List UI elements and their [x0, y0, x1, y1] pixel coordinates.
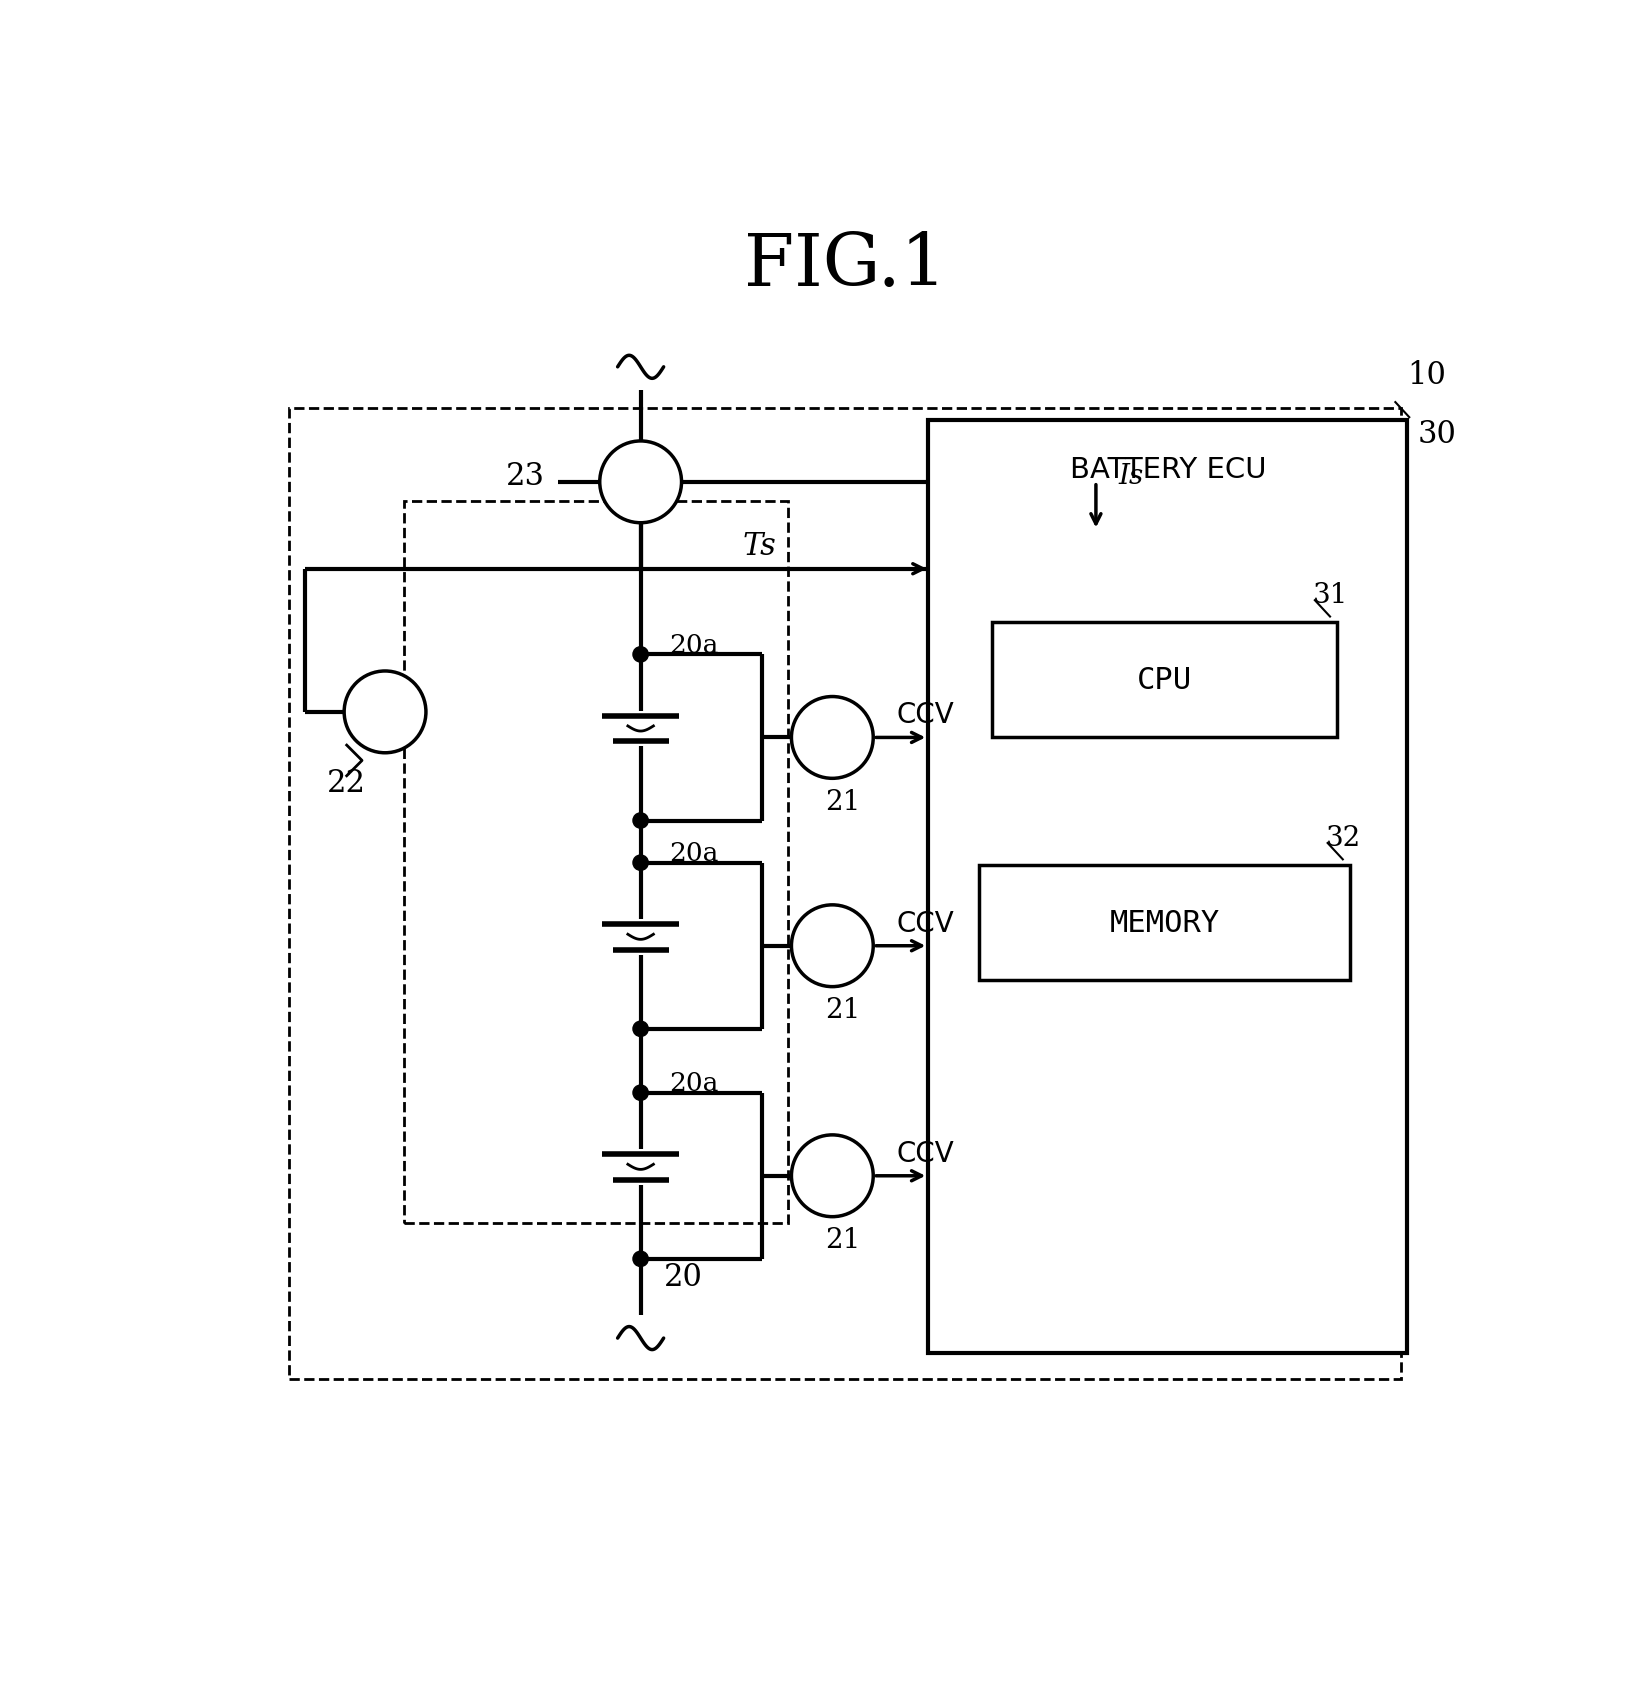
Text: 32: 32 [1325, 824, 1360, 851]
Bar [979, 866, 1350, 981]
Circle shape [791, 698, 873, 779]
Text: 21: 21 [824, 997, 860, 1024]
Text: 23: 23 [506, 461, 544, 491]
Circle shape [791, 905, 873, 986]
Circle shape [600, 443, 681, 524]
Text: V: V [822, 725, 842, 752]
Circle shape [791, 1135, 873, 1218]
Circle shape [633, 1086, 648, 1101]
Circle shape [633, 856, 648, 872]
Text: Is: Is [1119, 463, 1144, 490]
Text: 22: 22 [326, 767, 366, 799]
Circle shape [344, 672, 425, 753]
Text: T: T [376, 699, 394, 726]
Circle shape [633, 1022, 648, 1037]
Text: FIG.1: FIG.1 [743, 230, 946, 301]
Text: 21: 21 [824, 1226, 860, 1253]
Text: MEMORY: MEMORY [1109, 909, 1220, 937]
Circle shape [633, 1252, 648, 1267]
Bar [404, 502, 788, 1223]
Text: 20a: 20a [669, 1071, 717, 1096]
Text: 10: 10 [1407, 360, 1445, 390]
Text: 20a: 20a [669, 632, 717, 657]
Text: A: A [630, 468, 651, 497]
Text: BATTERY ECU: BATTERY ECU [1070, 456, 1266, 483]
Text: CCV: CCV [897, 909, 954, 937]
Text: 21: 21 [824, 789, 860, 816]
Text: V: V [822, 1162, 842, 1191]
Text: 30: 30 [1417, 419, 1455, 449]
Text: CCV: CCV [897, 701, 954, 730]
Text: Ts: Ts [742, 530, 776, 562]
Text: V: V [822, 932, 842, 959]
Text: 20: 20 [662, 1262, 702, 1292]
Bar [288, 409, 1401, 1380]
Text: 20a: 20a [669, 841, 717, 865]
Text: CCV: CCV [897, 1138, 954, 1167]
Text: CPU: CPU [1137, 665, 1192, 694]
Circle shape [633, 647, 648, 662]
Bar [928, 421, 1407, 1353]
Circle shape [633, 814, 648, 829]
Text: 31: 31 [1312, 581, 1348, 608]
Bar [992, 623, 1337, 738]
